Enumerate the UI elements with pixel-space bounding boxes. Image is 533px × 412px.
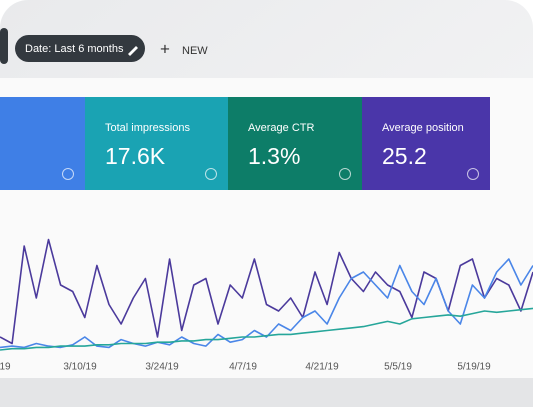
help-icon xyxy=(62,168,74,180)
metric-card xyxy=(85,97,228,190)
chip-edge xyxy=(0,28,8,64)
series-line xyxy=(0,258,533,349)
edit-icon xyxy=(128,46,138,56)
date-chip[interactable] xyxy=(15,35,145,62)
x-tick-label: 19 xyxy=(0,362,11,373)
metric-value: 1.3% xyxy=(248,143,300,169)
screen-bezel xyxy=(0,378,533,407)
metric-card xyxy=(362,97,490,190)
metric-label: Average position xyxy=(382,122,464,134)
date-chip-label: Date: Last 6 months xyxy=(25,43,124,55)
plus-icon: + xyxy=(160,39,170,58)
help-icon xyxy=(205,168,217,180)
metric-value: 25.2 xyxy=(382,143,427,169)
x-tick-label: 4/21/19 xyxy=(305,362,339,373)
new-button[interactable]: NEW xyxy=(182,45,208,57)
metric-value: 17.6K xyxy=(105,143,166,169)
help-icon xyxy=(467,168,479,180)
series-line xyxy=(0,307,533,351)
x-tick-label: 4/7/19 xyxy=(229,362,257,373)
x-tick-label: 5/5/19 xyxy=(384,362,412,373)
x-tick-label: 3/10/19 xyxy=(63,362,97,373)
metric-card xyxy=(0,97,85,190)
help-icon xyxy=(339,168,351,180)
chart: 19 3/10/19 3/24/19 4/7/19 4/21/19 5/5/19 5/19/… xyxy=(0,238,533,373)
metric-label: Total impressions xyxy=(105,122,190,134)
x-tick-label: 5/19/19 xyxy=(457,362,491,373)
x-tick-label: 3/24/19 xyxy=(145,362,179,373)
metric-label: Average CTR xyxy=(248,122,314,134)
